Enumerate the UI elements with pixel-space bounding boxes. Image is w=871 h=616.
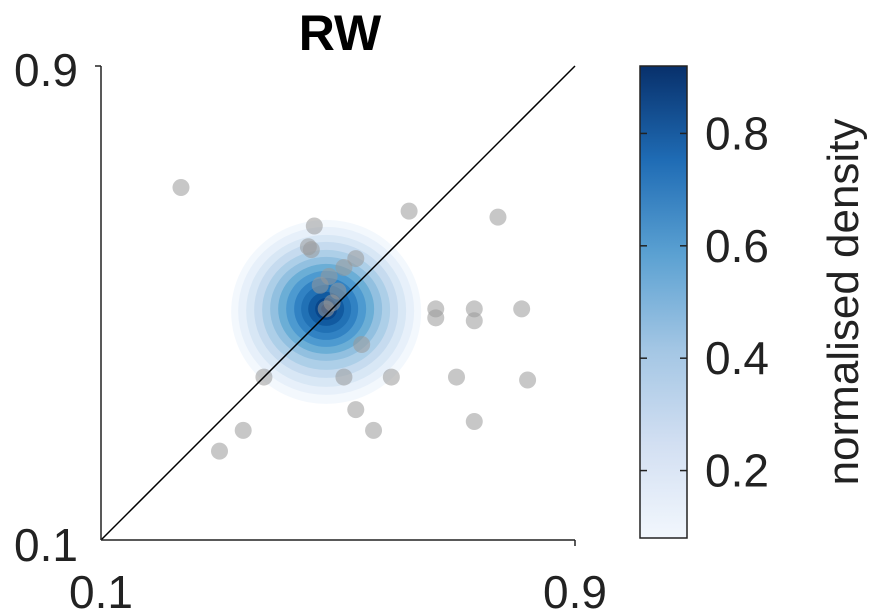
plot-area	[95, 65, 576, 546]
y-tick-label-bottom: 0.1	[14, 519, 78, 571]
y-tick-label-top: 0.9	[14, 44, 78, 96]
colorbar-tick-label: 0.2	[705, 445, 769, 497]
x-tick-label-right: 0.9	[543, 566, 607, 616]
scatter-point	[448, 368, 465, 386]
colorbar-ticks: 0.2 0.4 0.6 0.8	[640, 107, 769, 497]
scatter-point	[513, 300, 531, 318]
scatter-point	[465, 300, 483, 318]
colorbar: 0.2 0.4 0.6 0.8 normalised density	[639, 65, 868, 539]
scatter-point	[172, 178, 190, 196]
colorbar-tick-label: 0.8	[705, 107, 769, 159]
colorbar-tick-label: 0.4	[705, 332, 769, 384]
scatter-point	[347, 250, 365, 268]
scatter-point	[311, 276, 329, 294]
scatter-point	[382, 368, 400, 386]
scatter-point	[317, 300, 335, 318]
colorbar-label: normalised density	[819, 119, 868, 486]
scatter-point	[302, 241, 320, 259]
scatter-point	[335, 258, 353, 276]
scatter-point	[347, 401, 365, 419]
scatter-point	[465, 312, 483, 330]
scatter-point	[305, 217, 323, 235]
scatter-point	[211, 442, 228, 460]
scatter-point	[335, 368, 353, 386]
colorbar-tick-label: 0.6	[705, 220, 769, 272]
x-tick-label-left: 0.1	[69, 566, 133, 616]
scatter-points	[172, 178, 537, 460]
identity-line	[100, 65, 576, 541]
colorbar-gradient	[639, 65, 688, 539]
scatter-point	[353, 335, 371, 353]
scatter-point	[365, 421, 383, 439]
chart-title: RW	[299, 5, 382, 61]
scatter-point	[427, 309, 445, 327]
scatter-point	[400, 202, 418, 220]
scatter-point	[465, 413, 483, 430]
scatter-point	[234, 421, 252, 439]
scatter-point	[489, 208, 507, 226]
scatter-point	[519, 371, 537, 389]
